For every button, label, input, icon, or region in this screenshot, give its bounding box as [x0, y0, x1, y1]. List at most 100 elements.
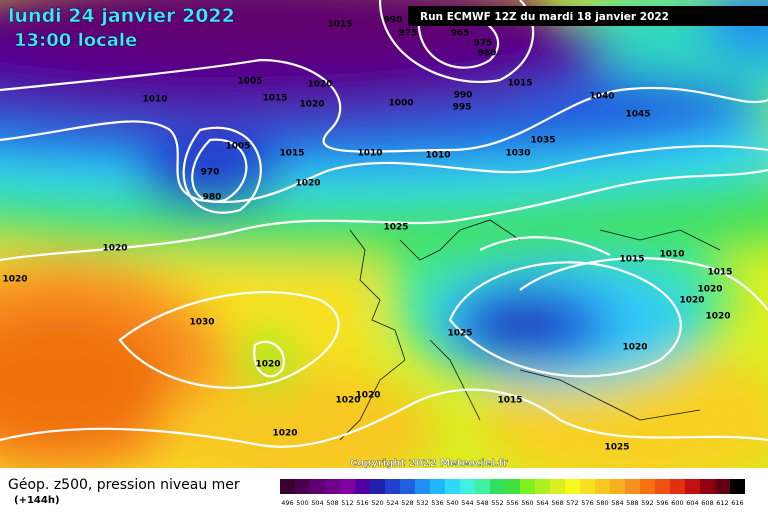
colorbar-label: 552: [491, 499, 503, 507]
isobar-label: 1015: [497, 396, 522, 406]
isobar-label: 975: [399, 29, 418, 39]
colorbar-label: 616: [731, 499, 743, 507]
colorbar-swatch: [280, 479, 295, 494]
colorbar-swatch: [565, 479, 580, 494]
colorbar-swatch: [310, 479, 325, 494]
colorbar-swatch: [670, 479, 685, 494]
map-time: 13:00 locale: [14, 30, 137, 51]
colorbar-swatch: [685, 479, 700, 494]
isobar-label: 990: [454, 91, 473, 101]
map-date: lundi 24 janvier 2022: [8, 5, 235, 27]
run-info: Run ECMWF 12Z du mardi 18 janvier 2022: [420, 11, 669, 23]
isobar-label: 1020: [622, 343, 647, 353]
isobar-label: 970: [201, 168, 220, 178]
isobar-label: 1020: [355, 391, 380, 401]
isobar-label: 1020: [295, 179, 320, 189]
isobar-label: 990: [384, 16, 403, 26]
colorbar-swatch: [325, 479, 340, 494]
isobar-label: 1005: [237, 77, 262, 87]
isobar-label: 1000: [388, 99, 413, 109]
colorbar-label: 528: [401, 499, 413, 507]
colorbar-label: 596: [656, 499, 668, 507]
colorbar-swatch: [460, 479, 475, 494]
colorbar-label: 532: [416, 499, 428, 507]
isobar-label: 1015: [707, 268, 732, 278]
isobar-label: 1005: [225, 142, 250, 152]
colorbar-swatch: [475, 479, 490, 494]
colorbar-label: 512: [341, 499, 353, 507]
colorbar-label: 592: [641, 499, 653, 507]
colorbar-label: 564: [536, 499, 548, 507]
isobar-label: 1025: [383, 223, 408, 233]
colorbar-label: 576: [581, 499, 593, 507]
isobar-label: 1020: [299, 100, 324, 110]
isobar-label: 995: [453, 103, 472, 113]
colorbar-swatch: [655, 479, 670, 494]
isobar-label: 1040: [589, 92, 614, 102]
colorbar-label: 568: [551, 499, 563, 507]
isobar-label: 1045: [625, 110, 650, 120]
colorbar-swatch: [610, 479, 625, 494]
isobar-label: 1035: [530, 136, 555, 146]
colorbar-label: 580: [596, 499, 608, 507]
colorbar: 496 500 504 508 512 516 520 524 528 532 536 540 544 5…: [280, 479, 745, 507]
isobar-label: 1010: [142, 95, 167, 105]
colorbar-label: 544: [461, 499, 473, 507]
colorbar-swatch: [700, 479, 715, 494]
isobar-label: 980: [203, 193, 222, 203]
run-box: [408, 6, 768, 26]
colorbar-label: 508: [326, 499, 338, 507]
colorbar-swatch: [370, 479, 385, 494]
isobar-label: 1020: [307, 80, 332, 90]
colorbar-label: 560: [521, 499, 533, 507]
isobar-label: 1020: [255, 360, 280, 370]
isobar-label: 1025: [604, 443, 629, 453]
colorbar-swatch: [535, 479, 550, 494]
colorbar-label: 524: [386, 499, 398, 507]
colorbar-swatch: [445, 479, 460, 494]
isobar-label: 1015: [507, 79, 532, 89]
isobar-label: 965: [451, 29, 470, 39]
colorbar-label: 572: [566, 499, 578, 507]
colorbar-swatch: [715, 479, 730, 494]
colorbar-label: 520: [371, 499, 383, 507]
colorbar-swatch: [340, 479, 355, 494]
colorbar-swatch: [490, 479, 505, 494]
colorbar-label: 556: [506, 499, 518, 507]
colorbar-label: 584: [611, 499, 623, 507]
colorbar-label: 500: [296, 499, 308, 507]
isobar-label: 1010: [425, 151, 450, 161]
isobar-label: 1030: [189, 318, 214, 328]
colorbar-swatch: [385, 479, 400, 494]
colorbar-label: 588: [626, 499, 638, 507]
colorbar-label: 540: [446, 499, 458, 507]
legend-title: Géop. z500, pression niveau mer: [8, 477, 240, 493]
colorbar-swatch: [730, 479, 745, 494]
colorbar-swatch: [640, 479, 655, 494]
colorbar-swatch: [520, 479, 535, 494]
colorbar-label: 504: [311, 499, 323, 507]
isobar-label: 1020: [679, 296, 704, 306]
colorbar-swatch: [505, 479, 520, 494]
isobar-label: 1020: [335, 396, 360, 406]
colorbar-swatch: [595, 479, 610, 494]
colorbar-label: 536: [431, 499, 443, 507]
colorbar-swatch: [415, 479, 430, 494]
colorbar-swatch: [355, 479, 370, 494]
isobar-label: 980: [478, 49, 497, 59]
isobar-label: 1020: [102, 244, 127, 254]
colorbar-swatch: [550, 479, 565, 494]
isobar-label: 975: [474, 39, 493, 49]
colorbar-label: 516: [356, 499, 368, 507]
isobar-label: 1020: [2, 275, 27, 285]
colorbar-label: 496: [281, 499, 293, 507]
isobar-label: 1015: [262, 94, 287, 104]
colorbar-label: 604: [686, 499, 698, 507]
colorbar-label: 612: [716, 499, 728, 507]
isobar-label: 1010: [659, 250, 684, 260]
isobar-label: 1020: [697, 285, 722, 295]
